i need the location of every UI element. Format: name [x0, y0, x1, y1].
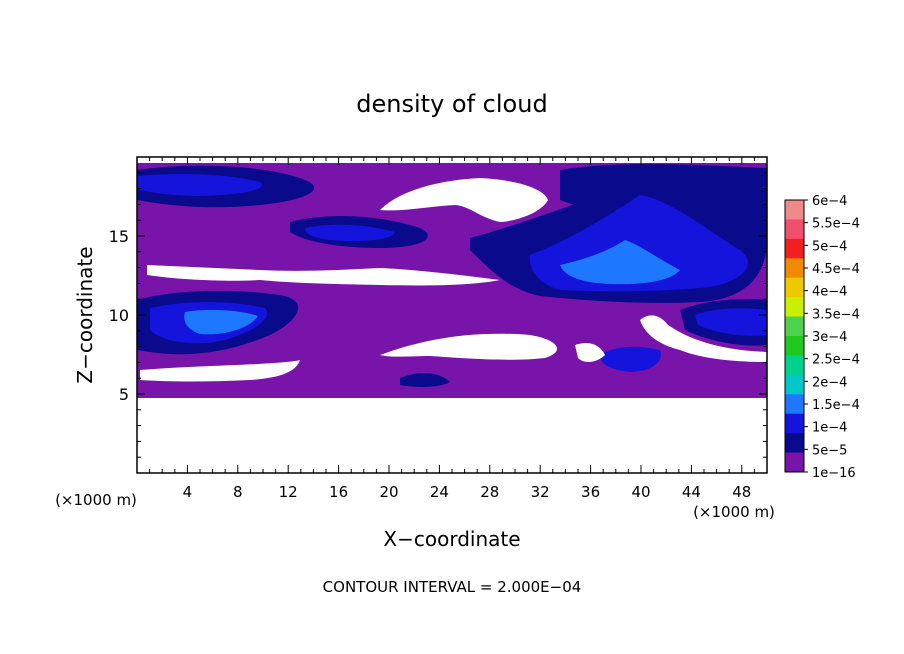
colorbar-swatch	[785, 219, 804, 240]
x-tick-label: 40	[631, 483, 650, 501]
cloud-blob-left-mid-bright	[184, 309, 258, 335]
colorbar-swatch	[785, 433, 804, 454]
colorbar-swatch	[785, 297, 804, 318]
colorbar-swatch	[785, 355, 804, 376]
y-axis-label: Z−coordinate	[73, 246, 97, 383]
colorbar-label: 6e−4	[812, 194, 847, 209]
x-tick-label: 12	[279, 483, 298, 501]
y-tick-label: 15	[109, 227, 129, 246]
colorbar-swatch	[785, 200, 804, 220]
colorbar: 6e−4 5.5e−4 5e−4 4.5e−4 4e−4 3.5e−4 3e−4 2.5e−4…	[784, 194, 860, 481]
y-axis: 5 10 15	[109, 172, 767, 458]
colorbar-swatch	[785, 374, 804, 395]
colorbar-swatch	[785, 238, 804, 259]
clear-region-left	[147, 265, 500, 286]
clear-region-top	[380, 178, 548, 222]
x-unit-left: (×1000 m)	[55, 491, 137, 509]
chart-title: density of cloud	[356, 90, 547, 118]
cloud-blob-small-low	[400, 373, 450, 387]
x-tick-label: 32	[531, 483, 550, 501]
colorbar-label: 5e−5	[812, 443, 847, 458]
colorbar-label: 2e−4	[812, 375, 847, 390]
clear-region-cluster	[575, 343, 605, 362]
x-tick-label: 24	[430, 483, 449, 501]
colorbar-label: 5.5e−4	[812, 217, 860, 232]
cloud-blob-right-mid-core	[695, 308, 767, 336]
x-tick-label: 16	[329, 483, 348, 501]
x-tick-label: 36	[581, 483, 600, 501]
colorbar-swatch	[785, 258, 804, 279]
clear-region-bottom	[137, 398, 767, 473]
x-tick-label: 20	[379, 483, 398, 501]
colorbar-label: 3.5e−4	[812, 307, 860, 322]
colorbar-label: 1.5e−4	[812, 398, 860, 413]
colorbar-label: 4.5e−4	[812, 262, 860, 277]
colorbar-label: 5e−4	[812, 239, 847, 254]
colorbar-swatch	[785, 316, 804, 337]
colorbar-swatch	[785, 336, 804, 356]
y-tick-label: 10	[109, 306, 129, 325]
cloud-blob-center-low	[600, 346, 661, 372]
colorbar-label: 1e−4	[812, 421, 847, 436]
x-tick-label: 44	[682, 483, 701, 501]
colorbar-label: 4e−4	[812, 285, 847, 300]
x-tick-label: 8	[233, 483, 243, 501]
cloud-blob-top-left-core	[137, 174, 262, 196]
x-axis-label: X−coordinate	[383, 527, 520, 551]
x-unit-right: (×1000 m)	[693, 503, 775, 521]
x-tick-label: 28	[480, 483, 499, 501]
colorbar-swatch	[785, 452, 804, 473]
colorbar-label: 2.5e−4	[812, 353, 860, 368]
cloud-blob-big-right-bright	[560, 240, 680, 285]
clear-region-center	[380, 333, 557, 360]
colorbar-label: 3e−4	[812, 330, 847, 345]
x-tick-label: 48	[732, 483, 751, 501]
x-tick-label: 4	[183, 483, 193, 501]
clear-region-right	[640, 315, 767, 362]
colorbar-label: 1e−16	[812, 466, 856, 481]
colorbar-swatch	[785, 277, 804, 298]
x-axis: 4 8 12 16 20 24 28 32 36 40 44 48	[149, 157, 755, 501]
contour-field	[137, 157, 767, 473]
colorbar-swatch	[785, 394, 804, 415]
clear-region-left-low	[140, 360, 300, 382]
colorbar-swatch	[785, 413, 804, 434]
cloud-blob-mid-streak-core	[305, 224, 395, 242]
y-tick-label: 5	[119, 385, 129, 404]
contour-interval-note: CONTOUR INTERVAL = 2.000E−04	[323, 578, 582, 596]
